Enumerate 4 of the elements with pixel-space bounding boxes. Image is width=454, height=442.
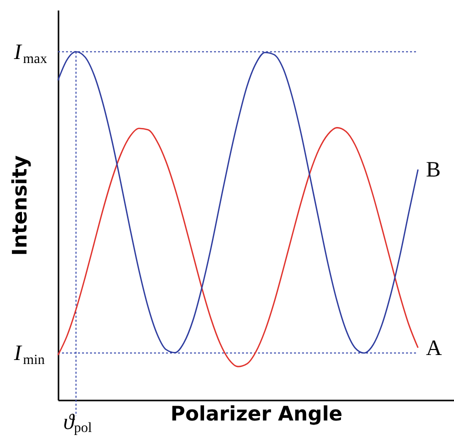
x-axis-title: Polarizer Angle (170, 402, 342, 426)
series-label: A (426, 334, 442, 360)
series-label: B (426, 156, 441, 182)
y-axis-title: Intensity (8, 155, 32, 256)
